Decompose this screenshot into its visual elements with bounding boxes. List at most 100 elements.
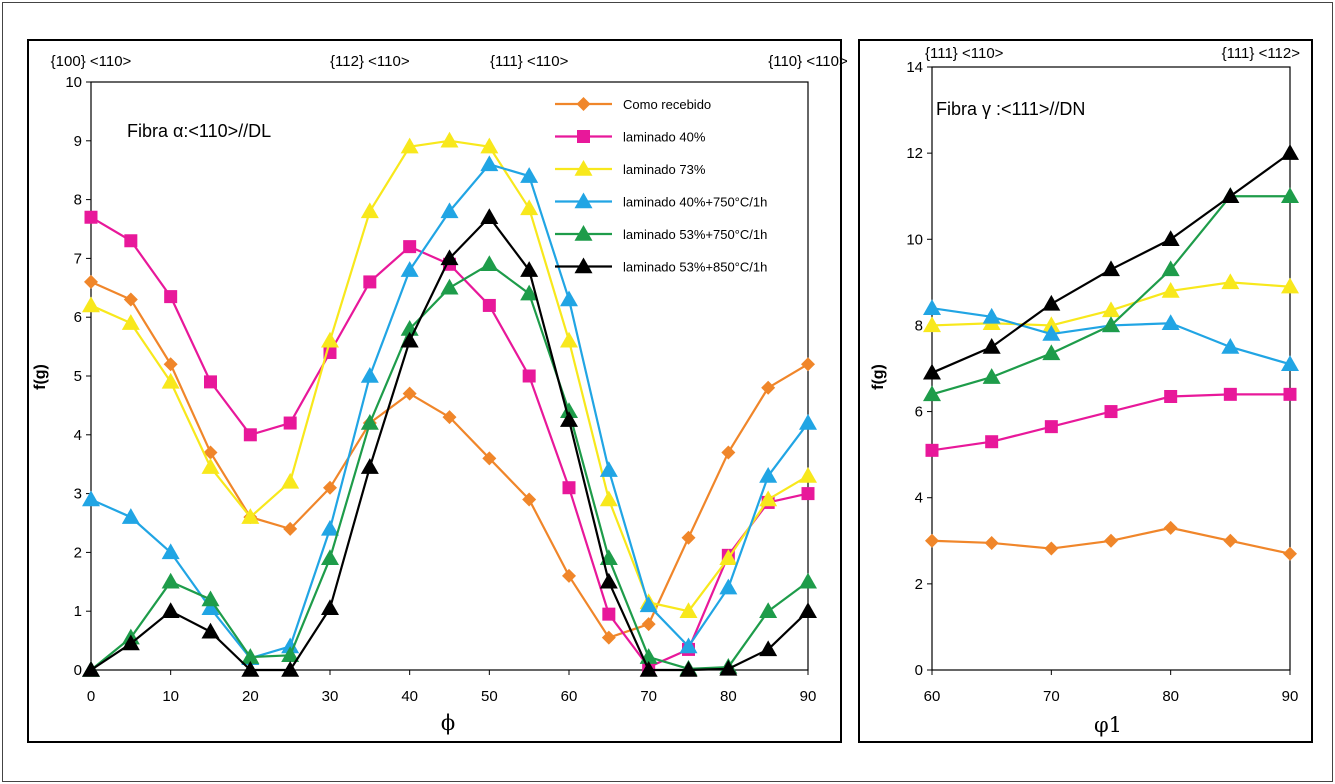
alpha-data-point-4: [719, 578, 738, 595]
alpha-data-point-5: [161, 572, 180, 589]
gamma-data-point-3: [1102, 301, 1120, 318]
alpha-data-point-5: [759, 602, 778, 618]
alpha-data-point-3: [759, 490, 778, 507]
gamma-fiber-annotation: Fibra γ :<111>//DN: [936, 99, 1085, 119]
alpha-data-point-4: [480, 155, 499, 172]
alpha-texture-label: {110} <110>: [768, 53, 848, 70]
alpha-data-point-5: [360, 414, 379, 430]
alpha-data-point-6: [321, 599, 339, 616]
alpha-data-point-6: [639, 661, 658, 677]
alpha-data-point-4: [281, 637, 300, 654]
alpha-data-point-6: [679, 661, 698, 677]
alpha-data-point-4: [161, 543, 180, 560]
gamma-data-point-1: [984, 535, 999, 550]
alpha-data-point-6: [121, 634, 140, 651]
alpha-data-point-4: [121, 508, 140, 524]
gamma-data-point-5: [982, 368, 1001, 384]
alpha-data-point-5: [321, 549, 339, 566]
alpha-data-point-5: [241, 648, 260, 664]
gamma-y-tick-label: 0: [915, 662, 923, 679]
gamma-fiber-chart: 0 2 4 6 8 10 12 14 60 70 80 90 {111} <110> {111} <112…: [906, 45, 1300, 705]
alpha-data-point-5: [201, 590, 220, 607]
gamma-data-point-2: [1223, 387, 1237, 401]
gamma-x-tick-label: 60: [924, 688, 941, 705]
legend-label-5: laminado 53%+750°C/1h: [623, 227, 767, 242]
alpha-data-point-1: [123, 292, 138, 307]
alpha-y-axis-label: f(g): [32, 364, 49, 390]
alpha-data-point-2: [801, 487, 815, 501]
alpha-data-point-2: [164, 290, 178, 304]
legend-marker-3: [574, 160, 593, 176]
legend-marker-6: [574, 257, 593, 274]
gamma-data-point-5: [1042, 344, 1061, 361]
alpha-data-point-2: [84, 210, 98, 224]
alpha-fiber-annotation: Fibra α:<110>//DL: [127, 121, 271, 141]
alpha-data-point-6: [201, 622, 220, 639]
alpha-data-point-1: [402, 386, 417, 401]
alpha-data-point-1: [601, 630, 616, 645]
alpha-texture-label: {112} <110>: [330, 53, 410, 70]
alpha-y-tick-label: 2: [74, 544, 82, 561]
gamma-y-tick-label: 10: [906, 231, 923, 248]
gamma-x-axis-label: φ1: [1094, 713, 1122, 737]
gamma-data-point-6: [982, 337, 1001, 354]
alpha-x-tick-label: 20: [242, 688, 259, 705]
gamma-data-point-5: [1161, 260, 1180, 277]
alpha-data-point-6: [520, 261, 539, 277]
alpha-data-point-3: [480, 137, 499, 154]
alpha-data-point-6: [360, 458, 379, 474]
alpha-data-point-4: [679, 637, 698, 654]
alpha-data-point-2: [562, 481, 576, 495]
alpha-y-tick-label: 4: [74, 427, 82, 444]
legend-label-4: laminado 40%+750°C/1h: [623, 195, 767, 210]
alpha-data-point-4: [82, 490, 100, 507]
gamma-data-point-2: [1104, 405, 1118, 419]
alpha-data-point-1: [522, 492, 537, 507]
alpha-data-point-4: [759, 466, 778, 483]
gamma-data-point-1: [1283, 546, 1297, 561]
alpha-data-point-4: [360, 367, 379, 383]
alpha-x-tick-label: 0: [87, 688, 95, 705]
gamma-data-point-6: [1221, 187, 1240, 203]
alpha-data-point-3: [440, 131, 459, 148]
alpha-data-point-4: [520, 167, 539, 183]
alpha-data-point-1: [84, 274, 98, 289]
alpha-data-point-2: [243, 428, 257, 442]
gamma-data-point-6: [1281, 144, 1299, 160]
alpha-data-point-2: [403, 240, 417, 254]
legend-marker-4: [574, 192, 593, 209]
alpha-data-point-3: [560, 331, 578, 348]
gamma-data-point-1: [1223, 533, 1238, 548]
alpha-data-point-5: [560, 402, 578, 419]
alpha-x-tick-label: 80: [720, 688, 737, 705]
alpha-data-point-5: [480, 255, 499, 272]
alpha-data-point-5: [520, 284, 539, 301]
legend-label-2: laminado 40%: [623, 130, 706, 145]
alpha-data-point-3: [82, 296, 100, 313]
alpha-y-tick-label: 10: [65, 74, 82, 91]
gamma-data-point-1: [925, 533, 939, 548]
alpha-data-point-2: [363, 275, 377, 289]
gamma-data-point-5: [923, 385, 941, 402]
alpha-fiber-chart: 0 1 2 3 4 5 6 7 8 9 10 0 10 20 30 40 50 60 70 80 90 {100} <11…: [51, 53, 848, 705]
gamma-data-point-3: [1221, 273, 1240, 290]
legend-marker-1: [576, 97, 591, 111]
legend-marker-2: [577, 130, 590, 143]
alpha-data-point-4: [321, 519, 339, 536]
alpha-data-point-5: [799, 572, 817, 589]
gamma-data-point-2: [1283, 387, 1297, 401]
alpha-data-point-2: [522, 369, 536, 383]
alpha-texture-label: {111} <110>: [490, 53, 569, 70]
alpha-y-tick-label: 1: [74, 603, 82, 620]
gamma-y-tick-label: 8: [915, 317, 923, 334]
alpha-data-point-6: [440, 249, 459, 266]
gamma-data-point-4: [1161, 314, 1180, 331]
gamma-data-point-1: [1104, 533, 1118, 548]
alpha-y-tick-label: 8: [74, 192, 82, 209]
gamma-x-tick-label: 90: [1282, 688, 1299, 705]
alpha-data-point-1: [163, 357, 178, 372]
gamma-data-point-6: [1161, 230, 1180, 247]
alpha-data-point-1: [442, 410, 457, 425]
alpha-y-tick-label: 0: [74, 662, 82, 679]
legend-label-3: laminado 73%: [623, 162, 706, 177]
